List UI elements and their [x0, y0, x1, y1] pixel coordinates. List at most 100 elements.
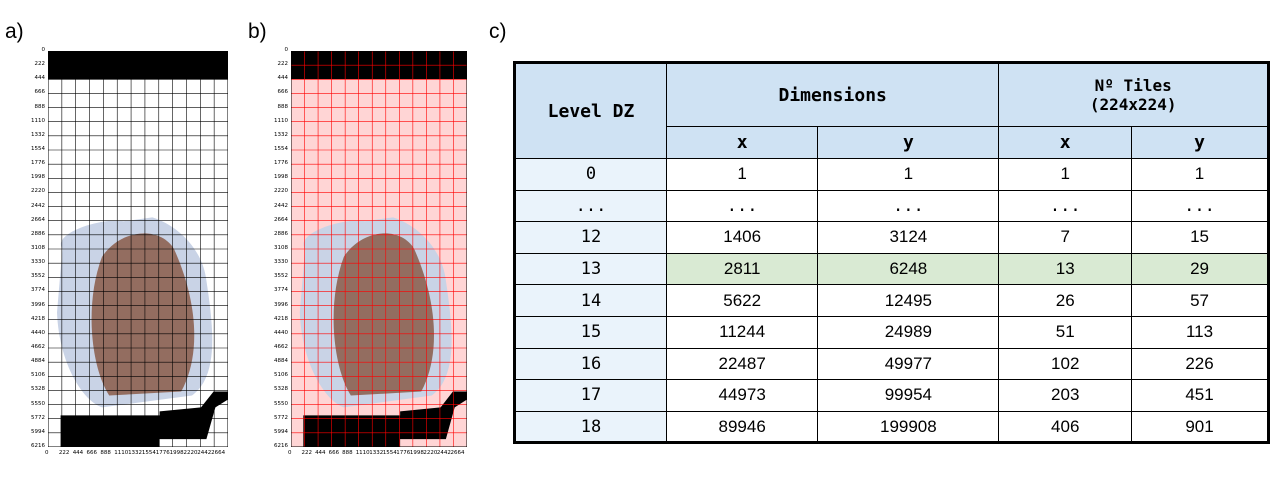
y-tick-label: 4662	[274, 344, 288, 350]
y-tick-label: 1332	[274, 131, 288, 138]
y-tick-label: 4218	[31, 315, 45, 322]
table-row: 13 2811 6248 13 29	[514, 252, 1269, 286]
y-tick-label: 4440	[274, 329, 288, 336]
x-tick-label: 1554	[141, 450, 156, 456]
header-tiles-y: y	[1131, 126, 1269, 159]
cell-level: 15	[514, 315, 667, 349]
y-tick-label: 0	[284, 47, 289, 53]
x-tick-label: 1110	[114, 450, 129, 456]
cell-tiles-y: 451	[1131, 379, 1269, 412]
header-num-tiles-line1: Nº Tiles	[1094, 76, 1172, 95]
y-tick-label: 3330	[31, 259, 45, 266]
y-tick-label: 4884	[274, 358, 288, 365]
y-tick-label: 444	[277, 75, 289, 82]
y-tick-label: 222	[34, 61, 46, 68]
x-tick-label: 888	[100, 450, 111, 456]
y-tick-label: 2220	[274, 188, 288, 195]
header-dimensions: Dimensions	[665, 62, 1000, 127]
y-tick-label: 5994	[274, 428, 288, 435]
grid-plot-svg	[291, 51, 467, 447]
x-tick-label: 2220	[423, 450, 438, 456]
cell-level: ...	[514, 189, 667, 223]
y-tick-label: 3774	[274, 287, 288, 294]
x-tick-label: 1998	[409, 450, 424, 456]
y-tick-label: 5772	[31, 414, 45, 421]
cell-dim-x: 89946	[665, 410, 819, 444]
y-tick-label: 222	[277, 61, 289, 68]
y-tick-label: 5106	[31, 372, 45, 379]
table-row: ...............	[514, 189, 1269, 223]
cell-level: 16	[514, 347, 667, 381]
cell-tiles-y: 29	[1131, 252, 1269, 286]
cell-level: 17	[514, 379, 667, 412]
cell-dim-y: 99954	[817, 379, 1000, 412]
cell-dim-x: 22487	[665, 347, 819, 381]
x-tick-label: 2664	[450, 450, 465, 456]
cell-tiles-y: 113	[1131, 315, 1269, 349]
y-tick-label: 1776	[274, 160, 288, 167]
cell-dim-y: 24989	[817, 315, 1000, 349]
y-tick-label: 4662	[31, 344, 45, 350]
y-tick-label: 2886	[274, 230, 288, 237]
cell-dim-x: 1406	[665, 221, 819, 254]
y-tick-label: 1110	[274, 117, 288, 124]
y-tick-label: 6216	[274, 443, 288, 449]
x-tick-label: 0	[288, 450, 292, 456]
y-tick-label: 2220	[31, 188, 45, 195]
cell-dim-x: ...	[665, 189, 819, 223]
cell-tiles-y: 57	[1131, 284, 1269, 317]
x-tick-label: 1554	[382, 450, 397, 456]
y-tick-label: 1776	[31, 160, 45, 167]
cell-dim-y: 3124	[817, 221, 1000, 254]
table-row: 16 22487 49977 102 226	[514, 347, 1269, 381]
y-tick-label: 3552	[274, 273, 288, 280]
cell-tiles-y: 226	[1131, 347, 1269, 381]
x-tick-label: 1998	[169, 450, 184, 456]
x-tick-label: 444	[315, 450, 326, 456]
cell-dim-x: 11244	[665, 315, 819, 349]
cell-tiles-x: 102	[998, 347, 1133, 381]
level-dimensions-table: Level DZ Dimensions Nº Tiles (224x224) x…	[513, 61, 1270, 445]
table-row: 17 44973 99954 203 451	[514, 379, 1269, 412]
header-level-dz: Level DZ	[514, 62, 667, 159]
x-tick-label: 1332	[128, 450, 143, 456]
y-tick-label: 5328	[31, 386, 45, 393]
panel-label-c: c)	[489, 20, 507, 43]
table-row: 14 5622 12495 26 57	[514, 284, 1269, 317]
y-tick-label: 2664	[31, 216, 45, 223]
cell-tiles-x: 1	[998, 158, 1133, 191]
y-tick-label: 0	[41, 47, 46, 53]
cell-level: 14	[514, 284, 667, 317]
x-tick-label: 2442	[436, 450, 451, 456]
cell-level: 0	[514, 158, 667, 191]
x-tick-label: 1332	[369, 450, 384, 456]
y-tick-label: 666	[277, 89, 289, 96]
y-tick-label: 2664	[274, 216, 288, 223]
cell-tiles-x: 13	[998, 252, 1133, 286]
table-row: 18 89946 199908 406 901	[514, 410, 1269, 444]
cell-tiles-y: 901	[1131, 410, 1269, 444]
y-tick-label: 1554	[31, 146, 45, 152]
y-tick-label: 2886	[31, 230, 45, 237]
cell-dim-y: 199908	[817, 410, 1000, 444]
panel-label-a: a)	[5, 20, 24, 43]
y-tick-label: 6216	[31, 443, 45, 449]
header-dim-x: x	[665, 126, 819, 159]
y-tick-label: 5550	[274, 400, 288, 407]
y-tick-label: 1998	[31, 174, 45, 181]
x-tick-label: 888	[342, 450, 353, 456]
y-tick-label: 4218	[274, 315, 288, 322]
y-tick-label: 1110	[31, 117, 45, 124]
y-tick-label: 5772	[274, 414, 288, 421]
y-tick-label: 3552	[31, 273, 45, 280]
y-tick-label: 888	[277, 103, 289, 110]
tile-grid-plot-b: 0 222 444 666 888 1110 1332 1554 1776 1998 2220 244…	[274, 47, 467, 456]
grid-plot-svg	[48, 51, 228, 447]
cell-dim-x: 1	[665, 158, 819, 191]
y-tick-label: 3108	[31, 245, 45, 251]
cell-level: 18	[514, 410, 667, 444]
cell-dim-y: 49977	[817, 347, 1000, 381]
cell-level: 13	[514, 252, 667, 286]
x-tick-label: 1776	[155, 450, 170, 456]
